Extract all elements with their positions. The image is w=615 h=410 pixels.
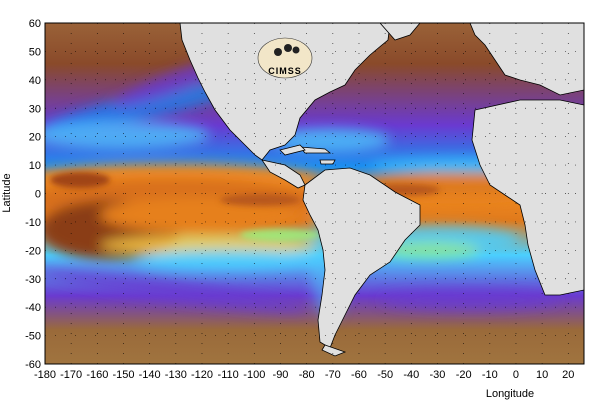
y-tick-label: 10 bbox=[29, 160, 41, 172]
x-tick-label: -110 bbox=[218, 369, 239, 381]
x-tick-label: -10 bbox=[482, 369, 498, 381]
plot-frame bbox=[44, 22, 585, 365]
x-tick-label: -40 bbox=[403, 369, 419, 381]
x-tick-label: 20 bbox=[562, 369, 574, 381]
x-tick-label: 10 bbox=[536, 369, 548, 381]
x-tick-label: -180 bbox=[34, 369, 56, 381]
ocean-field bbox=[45, 23, 584, 364]
x-tick-label: -140 bbox=[139, 369, 161, 381]
y-tick-label: 20 bbox=[29, 132, 41, 144]
x-tick-label: -170 bbox=[60, 369, 82, 381]
cimss-logo: CIMSS bbox=[257, 37, 313, 79]
y-tick-label: -50 bbox=[25, 331, 41, 343]
y-axis-title: Latitude bbox=[1, 173, 13, 212]
logo-text: CIMSS bbox=[268, 66, 302, 76]
y-tick-label: -10 bbox=[25, 217, 41, 229]
x-tick-label: -80 bbox=[299, 369, 315, 381]
y-tick-label: 60 bbox=[29, 18, 41, 30]
x-tick-label: -120 bbox=[191, 369, 213, 381]
x-tick-label: 0 bbox=[513, 369, 519, 381]
lat-lon-grid bbox=[45, 23, 584, 364]
y-tick-label: 40 bbox=[29, 75, 41, 87]
y-tick-label: -40 bbox=[25, 302, 41, 314]
x-tick-label: -150 bbox=[112, 369, 134, 381]
land bbox=[179, 23, 584, 357]
x-tick-label: -160 bbox=[86, 369, 108, 381]
x-tick-label: -20 bbox=[456, 369, 472, 381]
x-tick-label: -30 bbox=[430, 369, 446, 381]
y-tick-label: -30 bbox=[25, 274, 41, 286]
y-tick-label: -60 bbox=[25, 359, 41, 371]
y-tick-label: -20 bbox=[25, 245, 41, 257]
y-tick-label: 0 bbox=[35, 189, 41, 201]
x-tick-label: -90 bbox=[273, 369, 289, 381]
x-axis-ticks: -180 -170 -160 -150 -140 -130 -120 -110 -100 -90-… bbox=[34, 369, 574, 381]
x-tick-label: -100 bbox=[243, 369, 265, 381]
y-tick-label: 50 bbox=[29, 46, 41, 58]
y-axis-ticks: 60 50 40 30 20 10 0 -10 -20 -30 -40 -50 -60 bbox=[25, 18, 41, 371]
y-tick-label: 30 bbox=[29, 103, 41, 115]
x-tick-label: -60 bbox=[351, 369, 367, 381]
x-axis-title: Longitude bbox=[486, 388, 534, 400]
x-tick-label: -50 bbox=[377, 369, 393, 381]
x-tick-label: -70 bbox=[325, 369, 341, 381]
x-tick-label: -130 bbox=[165, 369, 187, 381]
